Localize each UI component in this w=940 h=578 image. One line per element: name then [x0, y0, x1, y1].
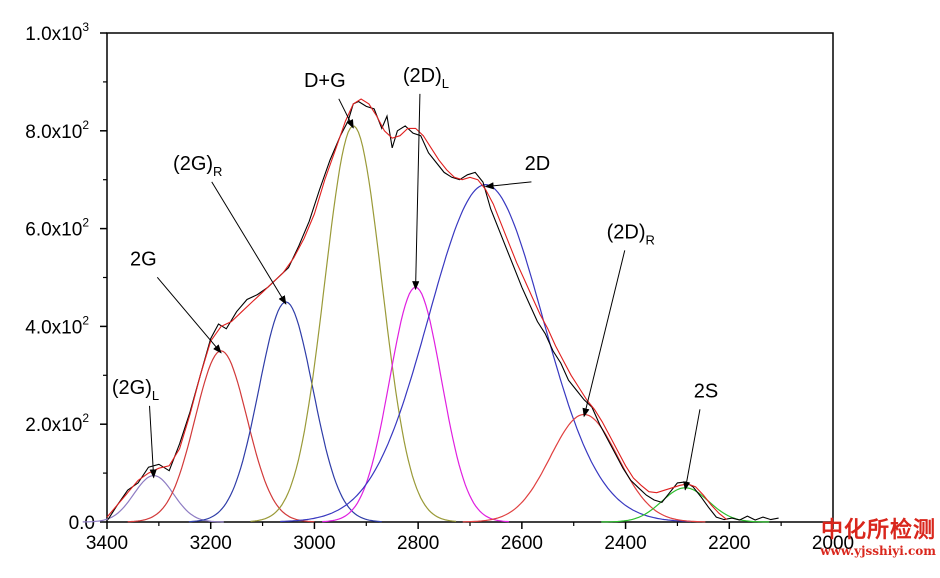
peak-arrow	[156, 276, 222, 354]
peak-label: 2D	[525, 153, 551, 175]
fitted-peaks	[82, 125, 770, 523]
peak-curve	[462, 413, 706, 523]
x-tick-label: 3200	[190, 533, 232, 554]
x-tick-label: 2200	[708, 533, 750, 554]
y-tick-label: 2.0x102	[25, 411, 89, 436]
plot-frame	[106, 32, 834, 523]
peak-curve	[188, 301, 382, 523]
series-line	[106, 98, 728, 521]
peak-arrow	[338, 98, 354, 129]
peak-label: (2D)R	[607, 221, 655, 247]
peak-label: (2G)R	[173, 153, 222, 179]
x-axis: 3400 3200 3000 2800 2600 2400 2200 2000	[86, 522, 854, 554]
peak-annotations: (2G)L 2G (2G)R D+G (2D)L 2D (2D)R 2S	[112, 65, 718, 491]
peak-arrow	[211, 181, 287, 305]
peak-arrow	[582, 250, 626, 418]
x-tick-label: 2400	[604, 533, 646, 554]
peak-curve	[82, 474, 224, 523]
spectrum-series	[106, 98, 779, 521]
peak-label: (2D)L	[403, 65, 449, 91]
watermark-url: www.yjsshiyi.com	[820, 544, 936, 558]
peak-label: D+G	[304, 70, 346, 92]
x-tick-label: 2600	[501, 533, 543, 554]
peak-curve	[601, 487, 770, 523]
x-tick-label: 2000	[812, 533, 854, 554]
y-tick-label: 8.0x102	[25, 118, 89, 143]
y-tick-label: 0.0	[69, 513, 95, 534]
watermark-text: 中化所检测	[820, 518, 936, 543]
x-tick-label: 3000	[293, 533, 335, 554]
peak-label: 2S	[694, 380, 718, 402]
peak-arrow	[412, 93, 421, 291]
peak-arrow	[683, 409, 701, 491]
peak-arrow	[484, 181, 532, 190]
peak-curve	[250, 125, 457, 522]
y-tick-label: 4.0x102	[25, 313, 89, 338]
peak-label: 2G	[130, 248, 157, 270]
y-tick-label: 1.0x103	[25, 20, 89, 45]
peak-label: (2G)L	[112, 377, 159, 403]
x-tick-label: 3400	[86, 533, 128, 554]
y-axis: 0.0 2.0x102 4.0x102 6.0x102 8.0x102 1.0x103	[25, 20, 107, 534]
x-tick-label: 2800	[397, 533, 439, 554]
peak-arrow	[149, 405, 157, 479]
y-tick-label: 6.0x102	[25, 216, 89, 241]
